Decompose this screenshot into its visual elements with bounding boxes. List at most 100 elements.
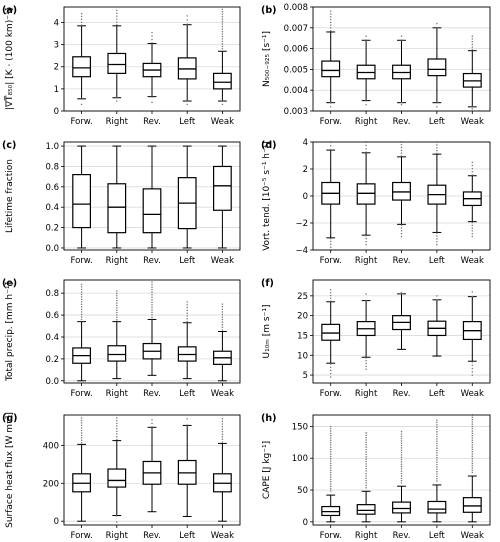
outlier-point — [80, 18, 83, 21]
y-axis-label: Surface heat flux [W m⁻²] — [5, 412, 15, 528]
outlier-point — [116, 309, 118, 311]
outlier-point — [80, 298, 83, 301]
outlier-point — [186, 309, 188, 312]
outlier-point — [116, 9, 118, 12]
outlier-point — [221, 313, 224, 316]
box-iqr — [392, 181, 411, 201]
outlier-point — [151, 288, 153, 291]
outlier-point — [186, 320, 188, 323]
box-forw — [321, 289, 341, 378]
outlier-point — [436, 426, 438, 428]
outlier-point — [186, 424, 188, 426]
x-tick-label: Forw. — [71, 389, 93, 399]
x-tick-label: Forw. — [71, 531, 93, 541]
x-tick-label: Left — [429, 256, 446, 266]
outlier-point — [471, 164, 474, 167]
outlier-point — [365, 441, 367, 444]
outlier-point — [471, 469, 474, 471]
outlier-point — [80, 12, 83, 15]
box-right — [107, 417, 127, 523]
box-rev — [142, 31, 162, 103]
outlier-point — [80, 103, 83, 106]
outlier-point — [400, 430, 403, 433]
outlier-point — [116, 316, 118, 319]
y-axis-label: Vort. tend. [10⁻⁵ s⁻¹ h⁻¹] — [262, 141, 272, 251]
outlier-point — [329, 289, 332, 291]
box-forw — [321, 141, 341, 251]
x-tick-label: Left — [179, 117, 196, 127]
outlier-point — [116, 425, 118, 427]
y-tick-label: 0 — [303, 192, 308, 202]
outlier-point — [436, 22, 438, 25]
outlier-point — [329, 369, 332, 372]
box-iqr — [107, 52, 127, 74]
outlier-point — [365, 455, 367, 458]
outlier-point — [329, 300, 332, 302]
outlier-point — [80, 293, 83, 296]
box-weak — [213, 8, 232, 106]
x-tick-label: Forw. — [320, 256, 342, 266]
panel-label: (d) — [261, 140, 276, 151]
outlier-point — [471, 232, 474, 235]
outlier-point — [80, 439, 83, 442]
box-iqr — [356, 183, 376, 205]
outlier-point — [365, 465, 367, 468]
outlier-point — [471, 448, 474, 451]
outlier-point — [329, 483, 332, 485]
y-tick-label: 0.006 — [284, 45, 308, 55]
outlier-point — [436, 470, 438, 473]
y-axis-label: CAPE [J kg⁻¹] — [262, 441, 272, 499]
box-iqr — [107, 468, 127, 488]
outlier-point — [471, 441, 474, 444]
outlier-point — [400, 102, 403, 104]
y-tick-label: 0.2 — [45, 355, 59, 365]
outlier-point — [400, 482, 403, 484]
y-tick-label: 0.2 — [45, 224, 59, 234]
box-iqr — [321, 60, 341, 78]
outlier-point — [116, 419, 118, 422]
outlier-point — [436, 428, 438, 431]
outlier-point — [400, 230, 403, 232]
x-tick-label: Rev. — [393, 531, 411, 541]
outlier-point — [400, 475, 403, 477]
outlier-point — [116, 97, 118, 99]
box-iqr — [427, 500, 447, 514]
outlier-point — [365, 151, 367, 153]
outlier-point — [329, 453, 332, 455]
outlier-point — [116, 304, 118, 307]
panel-label: (c) — [2, 140, 16, 151]
y-tick-label: 100 — [292, 454, 308, 464]
outlier-point — [436, 146, 438, 149]
outlier-point — [116, 24, 118, 26]
box-weak — [213, 418, 232, 522]
outlier-point — [329, 373, 332, 375]
outlier-point — [221, 303, 224, 305]
outlier-point — [329, 237, 332, 240]
x-tick-label: Weak — [211, 531, 234, 541]
outlier-point — [400, 449, 403, 451]
box-left — [427, 141, 447, 246]
outlier-point — [471, 235, 474, 238]
outlier-point — [221, 20, 224, 23]
chart-panel-d: −4 −2 0 2 4 Forw. Right Rev. Left Weak Vort. tend.… — [261, 138, 491, 266]
outlier-point — [471, 428, 474, 430]
outlier-point — [471, 221, 474, 224]
box-iqr — [107, 345, 127, 362]
panel-label: (b) — [261, 5, 276, 16]
outlier-point — [116, 21, 118, 23]
box-right — [107, 290, 127, 380]
outlier-point — [329, 366, 332, 369]
outlier-point — [436, 240, 438, 243]
outlier-point — [400, 456, 403, 458]
outlier-point — [436, 243, 438, 246]
outlier-point — [116, 311, 118, 314]
outlier-point — [436, 463, 438, 466]
y-tick-label: 0.4 — [45, 333, 59, 343]
outlier-point — [365, 487, 367, 489]
y-tick-label: 0.0 — [45, 244, 59, 254]
outlier-point — [471, 374, 474, 376]
outlier-point — [471, 418, 474, 421]
outlier-point — [221, 433, 224, 435]
box-rev — [392, 291, 411, 350]
y-tick-label: 0.6 — [45, 311, 59, 321]
